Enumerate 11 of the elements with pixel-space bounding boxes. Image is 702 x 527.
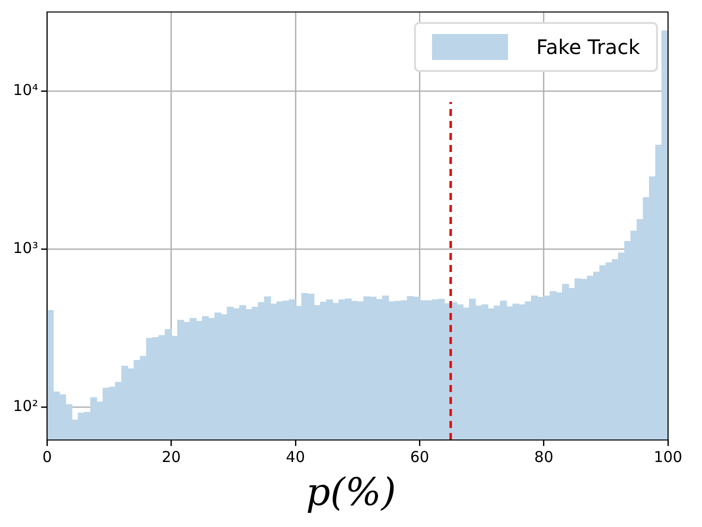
x-tick-label: 80 <box>534 448 554 466</box>
legend-label: Fake Track <box>536 35 640 59</box>
x-tick-label: 60 <box>410 448 430 466</box>
x-tick-label: 20 <box>162 448 181 466</box>
x-axis-title: p(%) <box>304 470 398 514</box>
y-tick-label: 10² <box>12 397 38 416</box>
x-tick-label: 100 <box>654 448 682 466</box>
y-tick-label: 10⁴ <box>12 80 38 99</box>
x-tick-label: 0 <box>42 448 52 466</box>
x-tick-label: 40 <box>286 448 306 466</box>
y-tick-label: 10³ <box>12 238 38 257</box>
